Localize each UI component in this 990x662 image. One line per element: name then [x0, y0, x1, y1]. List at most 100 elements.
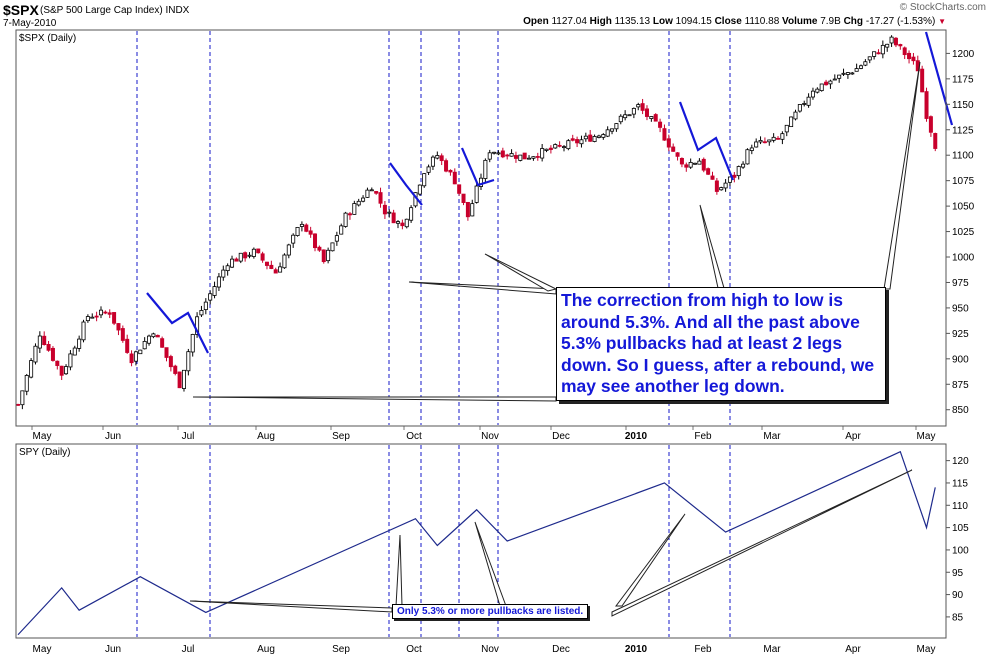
- candle-body: [256, 248, 261, 254]
- candle-body: [291, 234, 296, 244]
- candle-body: [164, 347, 169, 358]
- candle-body: [387, 211, 392, 214]
- price-x-tick-label: Feb: [694, 431, 712, 442]
- leg-trend-line: [678, 101, 735, 181]
- spy-line: [17, 450, 936, 636]
- candle-body: [841, 72, 846, 75]
- candle-body: [522, 152, 527, 160]
- price-x-tick-label: Jul: [182, 431, 195, 442]
- candle-body: [269, 264, 274, 269]
- candle-body: [710, 175, 715, 180]
- candle-body: [422, 173, 427, 187]
- candle-body: [693, 162, 698, 165]
- candle-body: [789, 116, 794, 128]
- candle-body: [208, 293, 213, 301]
- price-x-tick-label: Mar: [763, 431, 781, 442]
- candle-body: [264, 261, 269, 266]
- down-arrow-icon: ▼: [938, 17, 946, 26]
- candle-body: [893, 37, 898, 46]
- spy-y-tick-label: 115: [952, 478, 968, 489]
- candle-body: [837, 74, 842, 79]
- candle-body: [548, 147, 553, 150]
- candle-body: [898, 44, 903, 47]
- candle-body: [448, 169, 453, 173]
- price-x-tick-label: May: [33, 431, 52, 442]
- candle-body: [566, 140, 571, 150]
- price-x-tick-label: Dec: [552, 431, 570, 442]
- candle-body: [129, 353, 134, 364]
- candle-body: [273, 269, 278, 274]
- candle-body: [452, 171, 457, 185]
- candle-body: [561, 146, 566, 149]
- candle-body: [50, 347, 55, 361]
- candle-body: [771, 136, 776, 141]
- spy-panel-frame: [15, 443, 947, 639]
- price-y-tick-label: 850: [952, 405, 969, 416]
- candle-body: [238, 252, 243, 262]
- candle-body: [400, 222, 405, 227]
- price-x-tick-label: May: [917, 431, 936, 442]
- candle-body: [679, 157, 684, 165]
- candle-body: [278, 266, 283, 273]
- candle-body: [221, 269, 226, 278]
- high-value: 1135.13: [614, 16, 651, 27]
- spy-y-tick-label: 120: [952, 456, 969, 467]
- low-value: 1094.15: [675, 16, 712, 27]
- candle-body: [138, 349, 143, 355]
- candle-body: [391, 212, 396, 224]
- candle-body: [55, 360, 60, 366]
- candle-body: [77, 338, 82, 349]
- candle-body: [326, 249, 331, 262]
- candle-body: [24, 375, 29, 392]
- callout-annotation: The correction from high to low is aroun…: [556, 287, 886, 401]
- candle-body: [85, 316, 90, 322]
- candle-body: [570, 138, 575, 141]
- candle-body: [168, 356, 173, 368]
- candle-body: [125, 338, 130, 353]
- price-x-tick-label: 2010: [625, 431, 648, 442]
- candle-body: [872, 51, 877, 57]
- candle-body: [928, 116, 933, 133]
- candle-body: [631, 107, 636, 115]
- leg-trend-line: [924, 31, 954, 126]
- candle-body: [439, 155, 444, 162]
- candle-body: [339, 225, 344, 235]
- ticker-symbol: $SPX: [3, 2, 39, 18]
- candle-body: [33, 345, 38, 363]
- candle-body: [190, 334, 195, 353]
- candle-body: [317, 246, 322, 251]
- candle-body: [544, 148, 549, 151]
- candle-body: [286, 244, 291, 256]
- candle-body: [666, 138, 671, 148]
- candle-body: [374, 191, 379, 194]
- candle-body: [636, 104, 641, 108]
- candle-body: [116, 323, 121, 331]
- candle-body: [845, 72, 850, 75]
- spy-y-tick-label: 95: [952, 568, 964, 579]
- candle-body: [518, 154, 523, 161]
- candle-body: [618, 115, 623, 123]
- candle-body: [133, 351, 138, 362]
- spy-x-tick-label: Oct: [406, 644, 422, 655]
- candle-body: [181, 369, 186, 389]
- close-label: Close: [714, 16, 742, 27]
- candle-body: [776, 137, 781, 140]
- price-x-tick-label: Nov: [481, 431, 499, 442]
- candle-body: [540, 148, 545, 159]
- leg-trend-line: [389, 162, 423, 206]
- candle-body: [828, 80, 833, 85]
- candle-body: [98, 309, 103, 316]
- candle-body: [601, 134, 606, 138]
- spy-panel-label: SPY (Daily): [19, 447, 71, 458]
- spy-x-tick-label: Jul: [182, 644, 195, 655]
- candle-body: [780, 133, 785, 140]
- candle-body: [155, 334, 160, 338]
- candle-body: [675, 152, 680, 157]
- candle-body: [426, 166, 431, 173]
- candle-body: [378, 192, 383, 204]
- candle-body: [902, 47, 907, 56]
- price-y-tick-label: 1150: [952, 100, 974, 111]
- candle-body: [714, 180, 719, 192]
- price-y-tick-label: 900: [952, 354, 969, 365]
